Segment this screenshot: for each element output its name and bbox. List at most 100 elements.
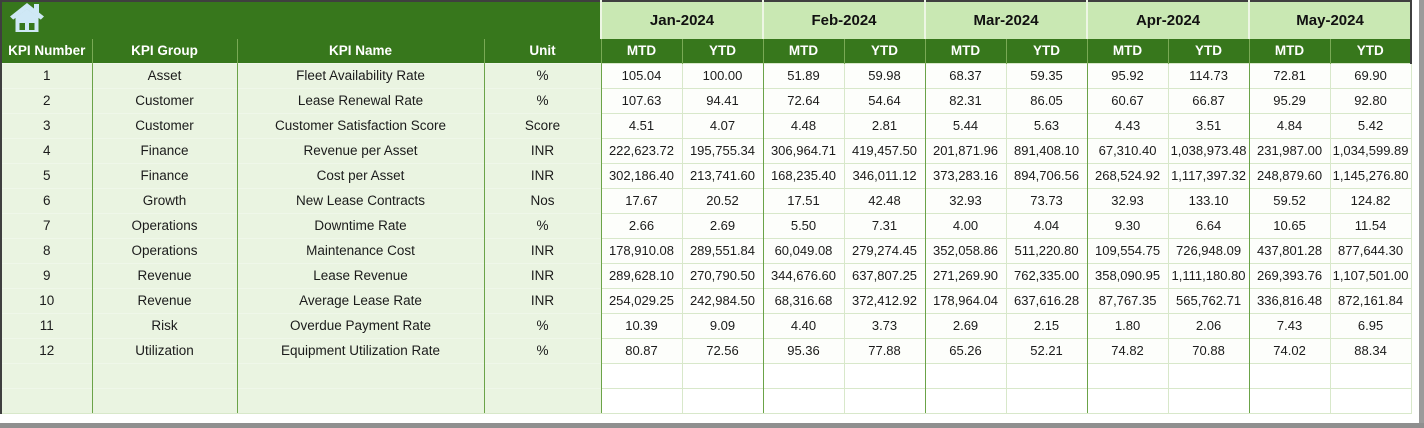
value-cell[interactable]: 65.26: [924, 337, 1007, 363]
label-cell[interactable]: [0, 387, 92, 414]
value-cell[interactable]: [762, 362, 844, 388]
label-cell[interactable]: Revenue: [91, 287, 237, 313]
home-button[interactable]: [9, 2, 45, 34]
value-cell[interactable]: 82.31: [924, 87, 1007, 113]
value-cell[interactable]: 1,038,973.48: [1167, 137, 1250, 163]
value-cell[interactable]: 2.06: [1167, 312, 1250, 338]
value-cell[interactable]: 1,034,599.89: [1329, 137, 1412, 163]
label-cell[interactable]: [91, 362, 237, 388]
value-cell[interactable]: 73.73: [1005, 187, 1088, 213]
value-cell[interactable]: 107.63: [600, 87, 682, 113]
value-cell[interactable]: 306,964.71: [762, 137, 844, 163]
value-cell[interactable]: 5.50: [762, 212, 844, 238]
value-cell[interactable]: 68,316.68: [762, 287, 844, 313]
value-cell[interactable]: 80.87: [600, 337, 682, 363]
label-cell[interactable]: 3: [0, 112, 92, 138]
value-cell[interactable]: 6.95: [1329, 312, 1412, 338]
value-cell[interactable]: 637,807.25: [843, 262, 926, 288]
value-cell[interactable]: 289,628.10: [600, 262, 682, 288]
value-cell[interactable]: 271,269.90: [924, 262, 1007, 288]
value-cell[interactable]: [843, 362, 926, 388]
label-cell[interactable]: Lease Revenue: [236, 262, 484, 288]
value-cell[interactable]: [1329, 362, 1412, 388]
label-cell[interactable]: Utilization: [91, 337, 237, 363]
value-cell[interactable]: [1167, 387, 1250, 414]
value-cell[interactable]: 1,117,397.32: [1167, 162, 1250, 188]
label-cell[interactable]: Lease Renewal Rate: [236, 87, 484, 113]
label-cell[interactable]: Cost per Asset: [236, 162, 484, 188]
value-cell[interactable]: 358,090.95: [1086, 262, 1169, 288]
label-cell[interactable]: Revenue per Asset: [236, 137, 484, 163]
right-scrollbar[interactable]: [1419, 0, 1424, 428]
value-cell[interactable]: 59.35: [1005, 62, 1088, 88]
value-cell[interactable]: 1,111,180.80: [1167, 262, 1250, 288]
label-cell[interactable]: Customer: [91, 87, 237, 113]
label-cell[interactable]: Customer: [91, 112, 237, 138]
value-cell[interactable]: 9.30: [1086, 212, 1169, 238]
value-cell[interactable]: 5.44: [924, 112, 1007, 138]
label-cell[interactable]: Operations: [91, 237, 237, 263]
value-cell[interactable]: 87,767.35: [1086, 287, 1169, 313]
value-cell[interactable]: 637,616.28: [1005, 287, 1088, 313]
value-cell[interactable]: 74.82: [1086, 337, 1169, 363]
value-cell[interactable]: 11.54: [1329, 212, 1412, 238]
value-cell[interactable]: 372,412.92: [843, 287, 926, 313]
value-cell[interactable]: [681, 362, 763, 388]
value-cell[interactable]: [1005, 387, 1088, 414]
label-cell[interactable]: New Lease Contracts: [236, 187, 484, 213]
label-cell[interactable]: %: [483, 337, 601, 363]
value-cell[interactable]: 17.67: [600, 187, 682, 213]
label-cell[interactable]: Overdue Payment Rate: [236, 312, 484, 338]
value-cell[interactable]: [600, 362, 682, 388]
value-cell[interactable]: [762, 387, 844, 414]
value-cell[interactable]: [1005, 362, 1088, 388]
label-cell[interactable]: 4: [0, 137, 92, 163]
value-cell[interactable]: 72.56: [681, 337, 763, 363]
value-cell[interactable]: 195,755.34: [681, 137, 763, 163]
value-cell[interactable]: 94.41: [681, 87, 763, 113]
label-cell[interactable]: 12: [0, 337, 92, 363]
value-cell[interactable]: [1248, 387, 1331, 414]
value-cell[interactable]: 269,393.76: [1248, 262, 1331, 288]
value-cell[interactable]: 178,964.04: [924, 287, 1007, 313]
value-cell[interactable]: 1,107,501.00: [1329, 262, 1412, 288]
label-cell[interactable]: [0, 362, 92, 388]
label-cell[interactable]: Equipment Utilization Rate: [236, 337, 484, 363]
value-cell[interactable]: [924, 362, 1007, 388]
label-cell[interactable]: Finance: [91, 162, 237, 188]
value-cell[interactable]: 51.89: [762, 62, 844, 88]
label-cell[interactable]: INR: [483, 162, 601, 188]
value-cell[interactable]: 17.51: [762, 187, 844, 213]
value-cell[interactable]: 1.80: [1086, 312, 1169, 338]
label-cell[interactable]: 9: [0, 262, 92, 288]
value-cell[interactable]: 352,058.86: [924, 237, 1007, 263]
value-cell[interactable]: 6.64: [1167, 212, 1250, 238]
value-cell[interactable]: 168,235.40: [762, 162, 844, 188]
label-cell[interactable]: [483, 387, 601, 414]
value-cell[interactable]: 4.48: [762, 112, 844, 138]
value-cell[interactable]: 254,029.25: [600, 287, 682, 313]
label-cell[interactable]: 8: [0, 237, 92, 263]
label-cell[interactable]: Asset: [91, 62, 237, 88]
value-cell[interactable]: 2.81: [843, 112, 926, 138]
value-cell[interactable]: 105.04: [600, 62, 682, 88]
value-cell[interactable]: 2.15: [1005, 312, 1088, 338]
value-cell[interactable]: [843, 387, 926, 414]
value-cell[interactable]: 231,987.00: [1248, 137, 1331, 163]
value-cell[interactable]: 88.34: [1329, 337, 1412, 363]
value-cell[interactable]: [681, 387, 763, 414]
label-cell[interactable]: [91, 387, 237, 414]
label-cell[interactable]: 1: [0, 62, 92, 88]
value-cell[interactable]: 511,220.80: [1005, 237, 1088, 263]
value-cell[interactable]: [1167, 362, 1250, 388]
value-cell[interactable]: 68.37: [924, 62, 1007, 88]
value-cell[interactable]: [600, 387, 682, 414]
value-cell[interactable]: 32.93: [924, 187, 1007, 213]
value-cell[interactable]: 4.04: [1005, 212, 1088, 238]
value-cell[interactable]: 894,706.56: [1005, 162, 1088, 188]
label-cell[interactable]: Operations: [91, 212, 237, 238]
value-cell[interactable]: 4.07: [681, 112, 763, 138]
value-cell[interactable]: 54.64: [843, 87, 926, 113]
label-cell[interactable]: 6: [0, 187, 92, 213]
value-cell[interactable]: 4.51: [600, 112, 682, 138]
